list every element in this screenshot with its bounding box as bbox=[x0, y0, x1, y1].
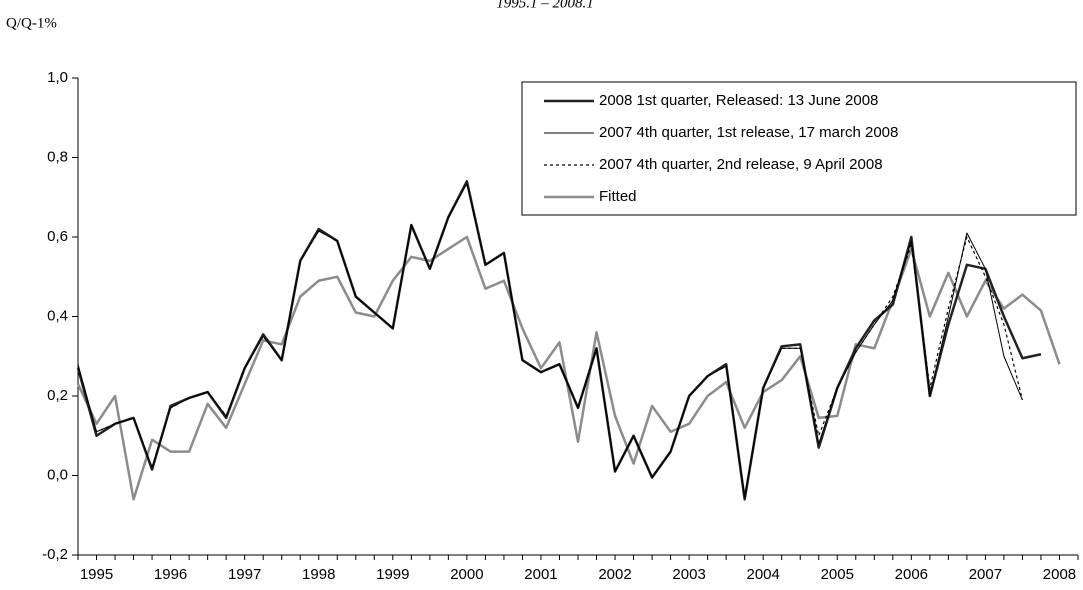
y-tick-label: 0,2 bbox=[47, 387, 68, 404]
x-tick-label: 2000 bbox=[450, 566, 483, 583]
y-tick-label: 0,4 bbox=[47, 307, 68, 324]
line-series bbox=[77, 182, 1024, 498]
x-tick-label: 2002 bbox=[598, 566, 631, 583]
y-tick-label: 0,8 bbox=[47, 148, 68, 165]
x-tick-label: 2005 bbox=[821, 566, 854, 583]
legend-box bbox=[521, 81, 1077, 216]
x-tick-label: 1999 bbox=[376, 566, 409, 583]
x-tick-label: 2007 bbox=[969, 566, 1002, 583]
x-tick-label: 1995 bbox=[80, 566, 113, 583]
legend-label: Fitted bbox=[599, 188, 637, 205]
legend-label: 2007 4th quarter, 1st release, 17 march … bbox=[599, 124, 898, 141]
chart-title: 1995.1 – 2008.1 bbox=[496, 0, 594, 11]
y-axis-label: Q/Q-1% bbox=[6, 15, 57, 31]
x-tick-label: 2003 bbox=[672, 566, 705, 583]
x-tick-label: 2004 bbox=[746, 566, 779, 583]
y-tick-label: 1,0 bbox=[47, 69, 68, 86]
x-tick-label: 1998 bbox=[302, 566, 335, 583]
x-tick-label: 2008 bbox=[1043, 566, 1076, 583]
legend-label: 2008 1st quarter, Released: 13 June 2008 bbox=[599, 92, 878, 109]
x-tick-label: 2001 bbox=[524, 566, 557, 583]
x-tick-label: 1997 bbox=[228, 566, 261, 583]
legend-label: 2007 4th quarter, 2nd release, 9 April 2… bbox=[599, 156, 883, 173]
y-tick-label: 0,6 bbox=[47, 228, 68, 245]
line-series bbox=[76, 180, 1042, 501]
line-series bbox=[77, 182, 1023, 498]
y-tick-label: -0,2 bbox=[42, 546, 68, 563]
x-tick-label: 2006 bbox=[895, 566, 928, 583]
y-tick-label: 0,0 bbox=[47, 466, 68, 483]
x-tick-label: 1996 bbox=[154, 566, 187, 583]
line-series bbox=[76, 235, 1061, 501]
